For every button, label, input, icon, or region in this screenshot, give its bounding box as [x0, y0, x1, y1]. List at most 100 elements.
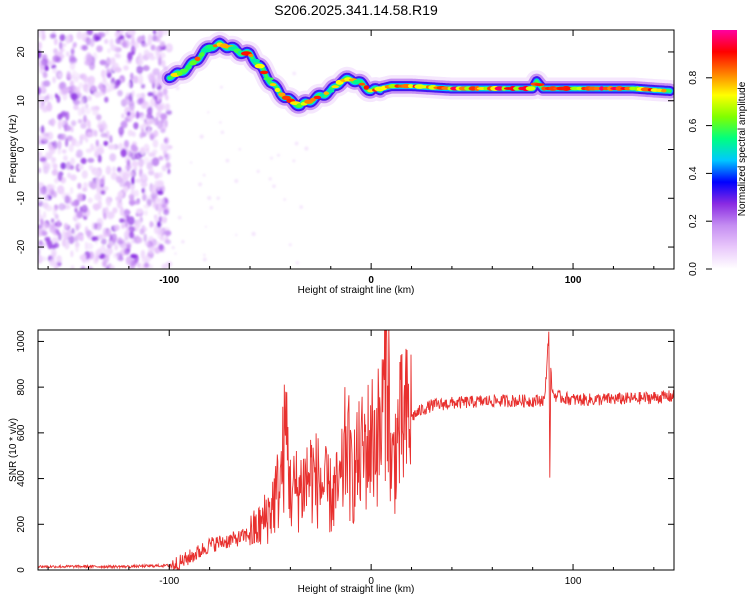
noise-blob [114, 67, 122, 73]
noise-blob [68, 144, 74, 153]
noise-blob [146, 52, 154, 58]
noise-blob [44, 191, 52, 196]
noise-dot [219, 85, 223, 89]
noise-blob [49, 94, 54, 101]
noise-blob [41, 32, 46, 41]
colorbar: 0.0 0.2 0.4 0.6 0.8 Normalized spectral ampl… [688, 30, 748, 276]
noise-blob [154, 216, 159, 223]
noise-blob [131, 176, 135, 185]
y-tick-label: 20 [16, 46, 27, 58]
ridge-hotspot [189, 60, 197, 66]
noise-blob [52, 207, 57, 217]
noise-blob [167, 44, 172, 50]
spectrogram-ridge [158, 31, 674, 118]
noise-blob [57, 113, 63, 121]
noise-blob [140, 92, 146, 100]
noise-blob [126, 111, 131, 117]
noise-dot [299, 205, 304, 209]
noise-blob [121, 113, 125, 119]
noise-blob [104, 62, 109, 69]
noise-blob [151, 157, 160, 167]
ridge-hotspot [615, 86, 624, 91]
noise-blob [158, 54, 162, 64]
ridge-hotspot [194, 56, 201, 61]
noise-blob [109, 153, 117, 162]
noise-blob [66, 135, 74, 142]
noise-dot [203, 253, 206, 257]
ridge-hotspot [629, 86, 637, 91]
noise-dot [204, 225, 207, 228]
noise-blob [108, 247, 113, 255]
noise-blob [102, 76, 107, 84]
noise-blob [38, 135, 42, 143]
noise-blob [149, 167, 154, 172]
noise-blob [157, 190, 164, 195]
noise-blob [126, 214, 130, 222]
noise-dot [251, 231, 256, 237]
noise-blob [38, 86, 42, 96]
noise-blob [92, 109, 99, 116]
noise-blob [157, 120, 164, 130]
noise-dot [219, 121, 222, 124]
noise-blob [98, 178, 105, 185]
noise-blob [127, 58, 132, 64]
noise-blob [102, 261, 107, 268]
noise-blob [70, 126, 74, 133]
noise-blob [160, 113, 168, 120]
noise-blob [107, 48, 111, 54]
colorbar-tick-label: 0.4 [688, 166, 699, 180]
noise-blob [130, 144, 137, 152]
noise-blob [76, 149, 83, 158]
noise-blob [162, 87, 168, 96]
noise-blob [105, 196, 112, 206]
noise-blob [47, 223, 55, 229]
noise-blob [70, 57, 78, 63]
noise-blob [42, 162, 50, 170]
noise-blob [99, 59, 107, 66]
noise-blob [164, 103, 171, 111]
noise-blob [70, 250, 74, 258]
noise-blob [106, 68, 111, 74]
noise-blob [77, 182, 82, 190]
noise-dot [235, 233, 238, 237]
noise-blob [48, 119, 54, 126]
ridge-hotspot [576, 86, 583, 91]
noise-blob [78, 164, 84, 170]
noise-blob [161, 203, 167, 209]
noise-blob [94, 206, 99, 211]
noise-dot [202, 173, 206, 177]
noise-blob [52, 76, 56, 84]
noise-blob [128, 194, 135, 200]
noise-blob [135, 178, 143, 183]
noise-blob [74, 140, 81, 147]
noise-blob [66, 229, 72, 238]
noise-blob [143, 204, 150, 209]
noise-blob [116, 252, 122, 258]
noise-blob [116, 166, 122, 173]
noise-blob [142, 157, 150, 165]
ridge-hotspot [274, 87, 281, 93]
noise-blob [57, 72, 63, 79]
noise-blob [131, 160, 139, 168]
noise-blob [127, 216, 135, 226]
noise-blob [65, 238, 70, 247]
noise-blob [147, 126, 151, 135]
noise-blob [149, 220, 153, 228]
noise-blob [52, 55, 60, 63]
noise-blob [62, 229, 66, 239]
noise-blob [90, 143, 94, 151]
noise-blob [156, 180, 164, 188]
noise-blob [41, 134, 49, 143]
noise-blob [140, 83, 146, 89]
noise-blob [113, 224, 120, 231]
noise-dot [220, 130, 225, 134]
ridge-hotspot [254, 63, 265, 69]
spectrogram-y-axis-label: Frequency (Hz) [8, 115, 19, 184]
noise-blob [104, 254, 110, 263]
noise-blob [111, 82, 115, 88]
noise-blob [140, 181, 148, 188]
noise-blob [80, 265, 86, 269]
noise-blob [157, 227, 164, 235]
noise-blob [44, 236, 51, 242]
noise-blob [152, 139, 159, 148]
